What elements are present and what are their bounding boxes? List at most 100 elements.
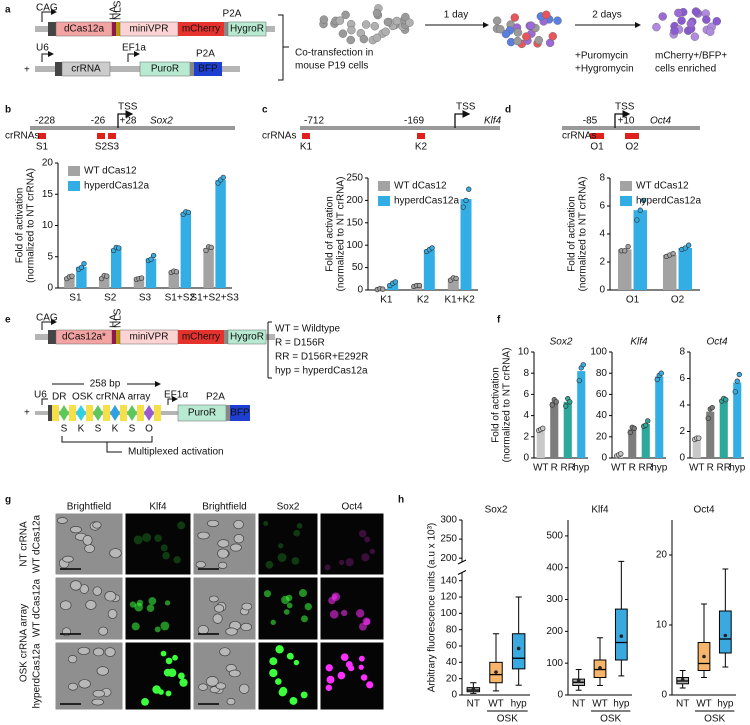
nucleus (325, 664, 333, 672)
micrograph (257, 512, 319, 576)
label: mCherry (182, 24, 220, 35)
label: TSS (615, 102, 635, 113)
label: S3 (107, 142, 120, 153)
cell (238, 683, 250, 694)
panel-label: h (398, 495, 404, 506)
cell (85, 600, 97, 610)
cell (496, 25, 505, 34)
cell (553, 16, 562, 25)
x-tick-label: WT (611, 463, 627, 474)
bar (628, 429, 637, 458)
nucleus (134, 602, 143, 612)
nucleus (358, 655, 365, 662)
cell (68, 682, 78, 691)
cell (510, 13, 519, 22)
nucleus (300, 691, 308, 699)
y-tick-label: 0 (679, 453, 685, 464)
nucleus (291, 557, 300, 565)
y-tick-label: 0 (357, 285, 363, 296)
replicate-point (627, 429, 633, 436)
chart-title: Klf4 (591, 505, 609, 516)
bar (215, 179, 226, 288)
y-tick-label: 200 (346, 195, 363, 206)
nucleus (172, 654, 178, 661)
cell (534, 35, 544, 45)
axis-break (457, 570, 467, 575)
cell (98, 626, 109, 636)
construct-e1 (35, 319, 275, 345)
cell (690, 32, 700, 41)
bar (662, 255, 677, 290)
box (511, 633, 526, 670)
label: + (24, 408, 30, 419)
nucleus (293, 659, 300, 666)
x-tick-label: R (551, 463, 558, 474)
y-tick-label: 5 (47, 251, 53, 262)
y-tick-label: 10 (656, 620, 668, 631)
y-tick-label: 20 (656, 550, 668, 561)
x-tick-label: O1 (626, 295, 640, 306)
replicate-point (173, 269, 180, 275)
replicate-point (150, 252, 157, 259)
replicate-point (654, 376, 660, 383)
replicate-point (631, 425, 637, 431)
replicate-point (429, 245, 435, 251)
nucleus (339, 559, 345, 565)
label: K (78, 424, 85, 435)
bar (64, 277, 75, 288)
nucleus (148, 597, 157, 605)
nucleus (296, 523, 303, 529)
replicate-point (622, 248, 628, 254)
cell (346, 35, 355, 45)
bar (719, 399, 728, 458)
cell (691, 7, 701, 16)
label: cells enriched (655, 64, 716, 75)
cell (79, 584, 89, 594)
nucleus (269, 668, 278, 678)
replicate-point (640, 197, 647, 204)
cell (91, 698, 104, 706)
label: -26 (91, 116, 106, 127)
y-tick-label: 8 (599, 173, 605, 184)
label: +Puromycin (575, 51, 628, 62)
y-tick-label: 0 (557, 690, 563, 701)
group-label: OSK (704, 714, 725, 725)
x-tick-label: hyp (511, 699, 528, 710)
y-axis-label: (normalized to NT crRNA) (502, 348, 513, 463)
label: WT = Wildtype (275, 324, 341, 335)
replicate-point (705, 415, 711, 421)
nucleus (304, 602, 312, 611)
mean (598, 666, 602, 670)
y-tick-label: 100 (346, 240, 363, 251)
label: S (61, 424, 68, 435)
y-tick-label: 60 (446, 641, 458, 652)
y-tick-label: 0 (523, 453, 529, 464)
label: P2A (196, 49, 215, 60)
nucleus (340, 653, 349, 662)
label: 258 bp (90, 379, 121, 390)
y-tick-label: 150 (346, 217, 363, 228)
y-tick-label: 300 (440, 515, 457, 526)
label: crRNAs (5, 131, 39, 142)
cell (240, 622, 252, 632)
label: Co-transfection in (295, 48, 373, 59)
cell (658, 12, 667, 21)
x-tick-label: K1 (380, 295, 393, 306)
cell (69, 526, 82, 534)
y-tick-label: 10 (518, 347, 530, 358)
mean (723, 633, 728, 638)
cell (383, 17, 393, 27)
replicate-point (203, 247, 209, 254)
label: HygroR (230, 24, 264, 35)
nucleus (277, 553, 287, 562)
box (718, 610, 732, 654)
panel-label: c (262, 105, 268, 116)
label: 1 day (444, 10, 468, 21)
x-tick-label: R (707, 463, 714, 474)
label: CAG (36, 3, 58, 14)
label: +10 (618, 116, 635, 127)
bar (617, 249, 632, 290)
label: +Hygromycin (575, 64, 634, 75)
mean (619, 634, 624, 638)
label: OSK crRNA array (72, 392, 150, 403)
